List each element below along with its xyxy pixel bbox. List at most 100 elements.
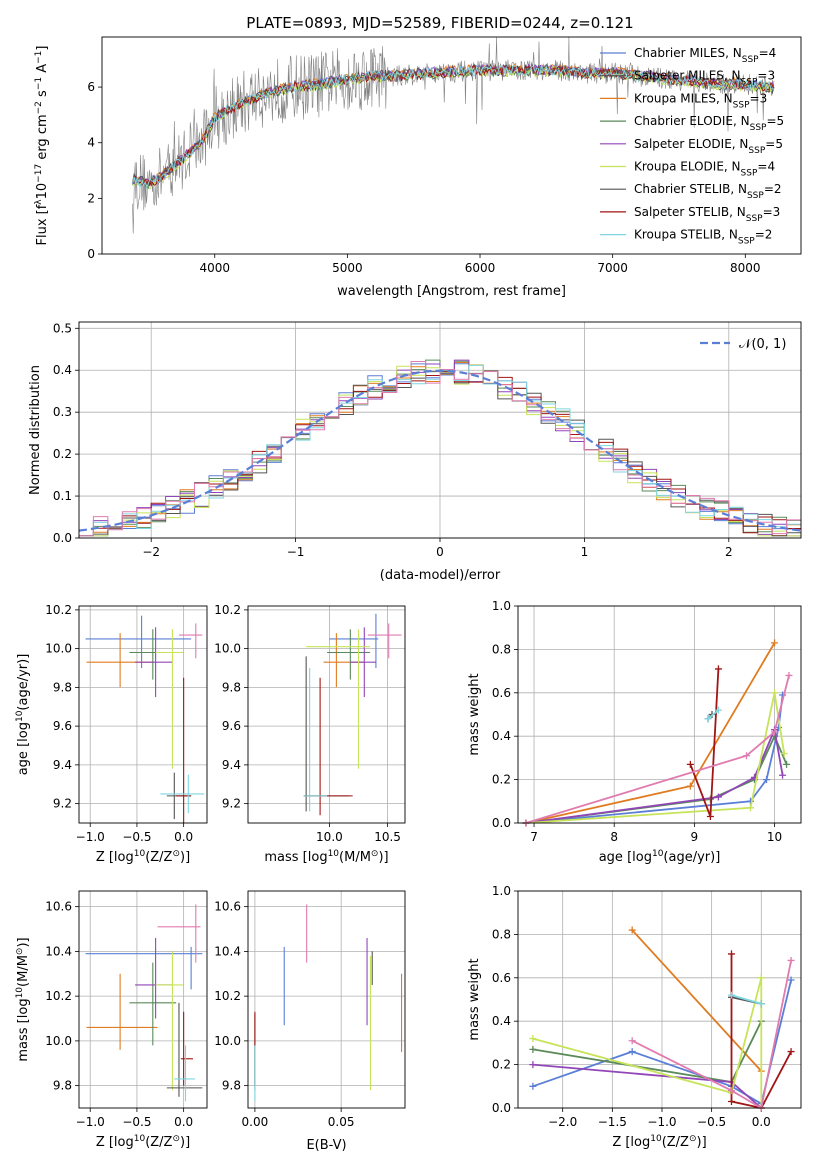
weight-marker — [529, 1035, 537, 1043]
y-tick-label: 0.1 — [53, 489, 72, 503]
y-axis-label: mass weight — [467, 958, 482, 1040]
weight-marker — [727, 1097, 735, 1105]
x-tick-label: 0 — [436, 545, 444, 559]
y-tick-label: 0.8 — [492, 927, 511, 941]
y-tick-label: 9.4 — [53, 758, 72, 772]
x-axis-label: Z [log10(Z/Z⊙)] — [96, 849, 190, 865]
weight-line-5 — [532, 977, 763, 1108]
legend-entry: Salpeter MILES, NSSP=3 — [634, 69, 775, 88]
weight-marker — [727, 950, 735, 958]
x-tick-label: 0.0 — [752, 1115, 771, 1129]
weight-line-2 — [631, 929, 762, 1072]
y-tick-label: 10.6 — [45, 900, 72, 914]
legend-entry: Kroupa STELIB, NSSP=2 — [634, 228, 772, 247]
y-tick-label: 0.2 — [492, 773, 511, 787]
weight-marker — [628, 1048, 636, 1056]
x-axis-label: (data-model)/error — [380, 568, 501, 583]
weight-marker — [529, 1061, 537, 1069]
legend-entry: Kroupa ELODIE, NSSP=4 — [634, 160, 775, 179]
y-tick-label: 0.6 — [492, 971, 511, 985]
y-tick-label: 0.5 — [53, 321, 72, 335]
y-axis-label: Normed distribution — [28, 365, 43, 495]
y-axis-label: mass [log10(M/M⊙)] — [15, 937, 31, 1061]
y-tick-label: 10.6 — [214, 900, 241, 914]
weight-marker — [714, 793, 722, 801]
y-tick-label: 10.0 — [214, 642, 241, 656]
x-tick-label: 10.0 — [316, 830, 343, 844]
y-axis-label: mass weight — [467, 673, 482, 755]
gaussian-curve — [78, 369, 802, 532]
x-tick-label: 0.00 — [242, 1115, 269, 1129]
legend-entry: Kroupa MILES, NSSP=3 — [634, 91, 767, 110]
y-tick-label: 9.6 — [53, 719, 72, 733]
y-tick-label: 0 — [87, 247, 95, 261]
weight-marker — [787, 1048, 795, 1056]
weight-marker — [714, 706, 722, 714]
y-tick-label: 0.0 — [492, 816, 511, 830]
weight-marker — [785, 671, 793, 679]
y-tick-label: 10.0 — [45, 642, 72, 656]
x-tick-label: −1.5 — [598, 1115, 627, 1129]
legend-entry: 𝒩(0, 1) — [739, 337, 786, 352]
y-tick-label: 6 — [87, 80, 95, 94]
spectrum-panel: PLATE=0893, MJD=52589, FIBERID=0244, z=0… — [34, 14, 802, 299]
y-tick-label: 9.8 — [222, 680, 241, 694]
x-tick-label: −1.0 — [76, 830, 105, 844]
x-tick-label: −0.5 — [122, 1115, 151, 1129]
y-tick-label: 9.8 — [53, 1079, 72, 1093]
y-tick-label: 0.4 — [53, 363, 72, 377]
x-tick-label: −0.5 — [122, 830, 151, 844]
figure-title: PLATE=0893, MJD=52589, FIBERID=0244, z=0… — [246, 14, 633, 32]
y-tick-label: 0.0 — [492, 1101, 511, 1115]
mass-vs-metallicity-panel: −1.0 −0.5 0.0 9.8 10.0 10.2 10.4 10.6 Z [log10(Z… — [15, 890, 208, 1150]
weight-marker — [628, 926, 636, 934]
y-tick-label: 0.8 — [492, 642, 511, 656]
x-axis-label: Z [log10(Z/Z⊙)] — [96, 1134, 190, 1150]
weight-marker — [727, 991, 735, 999]
x-tick-label: 6000 — [465, 261, 496, 275]
weight-marker — [529, 1045, 537, 1053]
x-tick-label: 7000 — [597, 261, 628, 275]
y-tick-label: 10.2 — [45, 989, 72, 1003]
y-tick-label: 1.0 — [492, 884, 511, 898]
y-tick-label: 10.0 — [45, 1034, 72, 1048]
legend-entry: Salpeter STELIB, NSSP=3 — [634, 205, 780, 224]
x-tick-label: 10.5 — [374, 830, 401, 844]
weight-marker — [780, 750, 788, 758]
weight-marker — [779, 771, 787, 779]
x-tick-label: 0.05 — [328, 1115, 355, 1129]
x-tick-label: −2.0 — [548, 1115, 577, 1129]
age-vs-metallicity-panel: −1.0 −0.5 0.0 9.2 9.4 9.6 9.8 10.0 10.2 Z [log10(… — [15, 603, 208, 865]
x-tick-label: 4000 — [199, 261, 230, 275]
weight-line-9 — [525, 675, 790, 824]
weight-marker — [686, 782, 694, 790]
y-tick-label: 0.4 — [492, 1014, 511, 1028]
y-tick-label: 9.2 — [53, 797, 72, 811]
legend-entry: Chabrier MILES, NSSP=4 — [634, 46, 776, 65]
weight-marker — [706, 812, 714, 820]
axes-frame — [517, 890, 802, 1109]
weight-line-5 — [525, 692, 786, 824]
x-tick-label: 5000 — [332, 261, 363, 275]
axes-frame — [78, 605, 208, 824]
weight-line-7 — [730, 953, 792, 1110]
weight-marker — [742, 752, 750, 760]
weight-line-9 — [631, 960, 792, 1110]
y-tick-label: 10.2 — [214, 603, 241, 617]
residual-histogram-9 — [78, 361, 801, 538]
model-spectrum-9 — [132, 63, 774, 190]
y-axis-label: Flux [fλ10−17 erg cm−2 s−1 A−1] — [34, 46, 50, 246]
weight-marker — [771, 689, 779, 697]
x-axis-label: E(B-V) — [306, 1138, 346, 1153]
x-tick-label: 8000 — [730, 261, 761, 275]
weight-marker — [787, 956, 795, 964]
axes-frame — [247, 605, 406, 824]
y-tick-label: 1.0 — [492, 599, 511, 613]
x-axis-label: mass [log10(M/M⊙)] — [264, 849, 388, 865]
weight-marker — [787, 976, 795, 984]
x-axis-label: Z [log10(Z/Z⊙)] — [612, 1134, 706, 1150]
y-tick-label: 10.2 — [45, 603, 72, 617]
y-tick-label: 0.0 — [53, 531, 72, 545]
x-tick-label: −1.0 — [76, 1115, 105, 1129]
